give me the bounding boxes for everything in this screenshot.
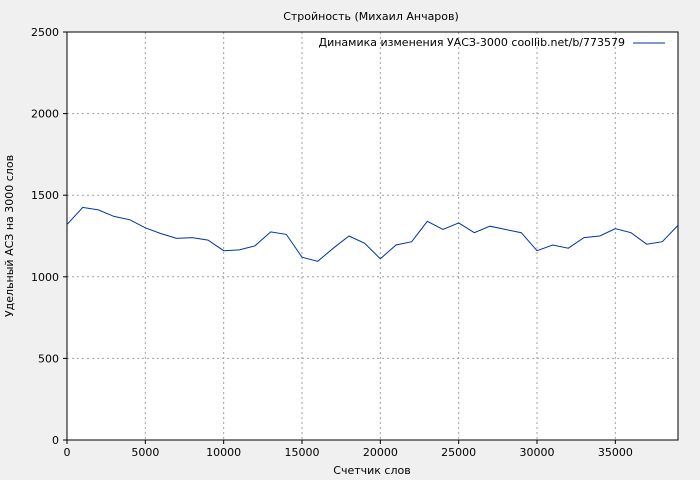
x-tick-label: 10000	[206, 446, 241, 459]
y-tick-label: 2500	[31, 26, 59, 39]
y-tick-label: 0	[52, 434, 59, 447]
grid-lines	[67, 32, 678, 440]
plot-area	[67, 32, 678, 440]
legend-label: Динамика изменения УАСЗ-3000 coollib.net…	[319, 36, 626, 49]
y-tick-label: 1000	[31, 271, 59, 284]
series-line	[66, 206, 679, 262]
y-axis-label: Удельный АСЗ на 3000 слов	[3, 155, 16, 317]
y-tick-label: 1500	[31, 189, 59, 202]
x-tick-label: 25000	[441, 446, 476, 459]
x-tick-label: 20000	[363, 446, 398, 459]
y-tick-label: 2000	[31, 108, 59, 121]
x-tick-label: 5000	[131, 446, 159, 459]
x-tick-label: 15000	[285, 446, 320, 459]
x-axis-label: Счетчик слов	[333, 464, 410, 477]
x-tick-label: 35000	[598, 446, 633, 459]
x-tick-label: 30000	[520, 446, 555, 459]
y-tick-label: 500	[38, 352, 59, 365]
x-tick-label: 0	[64, 446, 71, 459]
plot-border	[66, 31, 679, 441]
chart-title: Стройность (Михаил Анчаров)	[283, 10, 459, 23]
x-axis-ticks: 0 5000 10000 15000 20000 25000 30000 35000	[64, 440, 633, 459]
legend: Динамика изменения УАСЗ-3000 coollib.net…	[319, 36, 665, 49]
y-axis-ticks: 0 500 1000 1500 2000 2500	[31, 26, 67, 447]
